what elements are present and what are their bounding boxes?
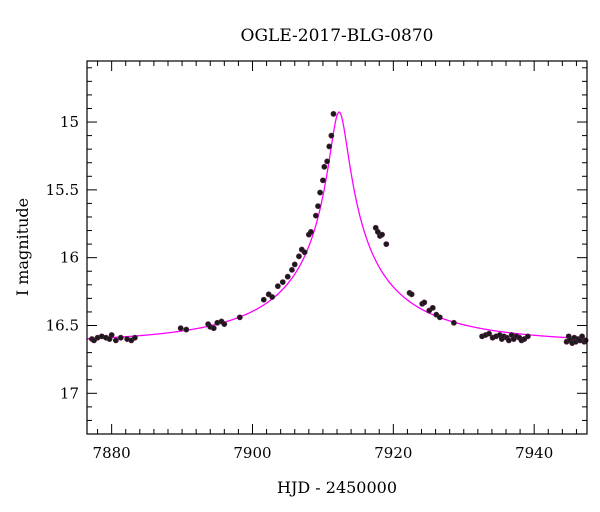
- chart-title: OGLE-2017-BLG-0870: [241, 26, 434, 46]
- data-point: [108, 332, 115, 338]
- y-tick-labels: 15 15.5 16 16.5 17: [46, 113, 79, 402]
- data-point: [117, 334, 124, 341]
- y-tick-label: 15: [60, 113, 79, 131]
- y-tick-label: 16.5: [46, 316, 79, 334]
- data-point: [328, 132, 335, 139]
- data-point: [279, 279, 286, 285]
- y-tick-label: 15.5: [46, 181, 79, 199]
- data-point: [330, 111, 337, 117]
- data-point: [112, 337, 119, 344]
- data-point: [505, 337, 512, 344]
- axis-ticks: [87, 61, 587, 435]
- data-point: [379, 231, 385, 238]
- x-tick-labels: 7880 7900 7920 7940: [93, 444, 554, 462]
- data-point: [312, 212, 319, 219]
- data-point: [324, 158, 331, 165]
- data-point: [524, 333, 531, 340]
- data-point: [269, 294, 276, 300]
- plot-frame: [86, 60, 588, 435]
- data-point: [429, 304, 436, 311]
- data-point: [320, 177, 326, 184]
- data-point: [486, 330, 493, 337]
- x-tick-label: 7940: [515, 444, 553, 462]
- data-point: [408, 291, 415, 298]
- data-point: [579, 333, 585, 340]
- y-tick-label: 16: [60, 249, 79, 267]
- data-point: [308, 228, 314, 235]
- data-point: [284, 273, 291, 280]
- data-point: [210, 325, 217, 332]
- data-point: [315, 203, 321, 210]
- data-point: [296, 253, 302, 260]
- data-point: [421, 299, 428, 306]
- data-point: [177, 325, 184, 332]
- data-point: [289, 266, 295, 273]
- model-curve: [86, 111, 588, 340]
- data-point: [436, 314, 443, 321]
- data-point: [383, 241, 390, 248]
- data-point: [274, 283, 281, 290]
- data-point: [131, 334, 138, 341]
- data-point: [301, 249, 308, 256]
- data-point: [183, 326, 190, 333]
- data-point: [326, 143, 333, 150]
- data-point: [291, 261, 298, 268]
- data-point: [221, 321, 228, 328]
- x-tick-label: 7920: [374, 444, 412, 462]
- x-axis-label: HJD - 2450000: [277, 478, 397, 497]
- data-point: [317, 189, 323, 196]
- x-tick-label: 7880: [93, 444, 131, 462]
- y-tick-label: 17: [60, 384, 79, 402]
- x-tick-label: 7900: [233, 444, 271, 462]
- data-point: [450, 319, 457, 326]
- data-point: [236, 314, 243, 321]
- data-points: [89, 111, 589, 347]
- y-axis-label: I magnitude: [13, 198, 32, 296]
- data-point: [321, 163, 328, 170]
- data-point: [260, 296, 267, 303]
